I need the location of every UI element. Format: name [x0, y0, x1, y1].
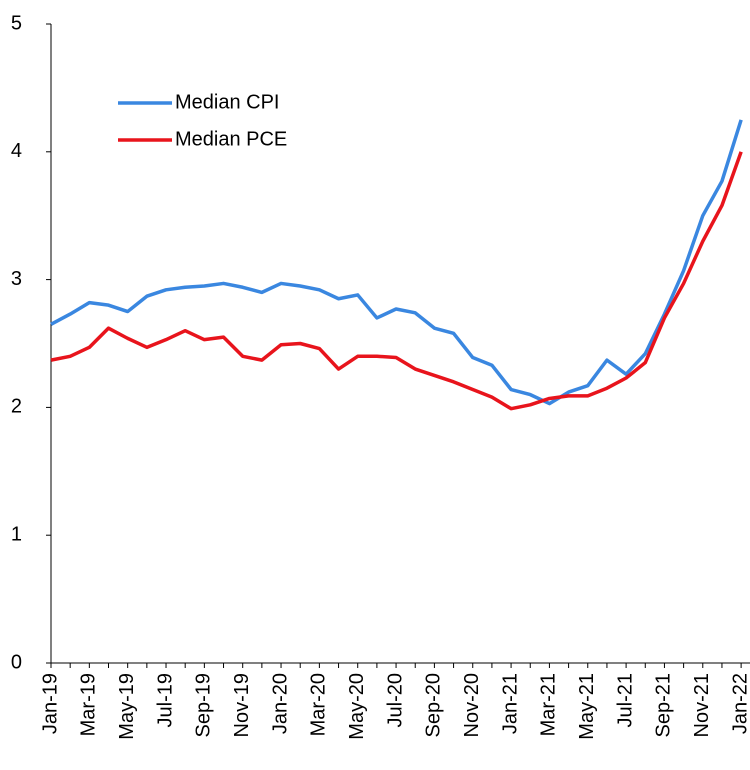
y-tick-label: 3	[11, 268, 22, 290]
legend-label: Median PCE	[175, 128, 287, 150]
x-tick-label: Jul-19	[154, 673, 176, 727]
x-tick-label: Mar-20	[308, 673, 330, 736]
y-tick-label: 4	[11, 140, 22, 162]
y-tick-label: 5	[11, 12, 22, 34]
x-tick-label: Nov-20	[461, 673, 483, 737]
y-tick-label: 1	[11, 523, 22, 545]
x-tick-label: Mar-19	[78, 673, 100, 736]
x-tick-label: Sep-20	[423, 673, 445, 738]
legend-label: Median CPI	[175, 91, 280, 113]
x-tick-label: Mar-21	[538, 673, 560, 736]
x-tick-label: May-20	[346, 673, 368, 740]
x-tick-label: Sep-19	[193, 673, 215, 738]
x-tick-label: Jan-19	[39, 673, 61, 734]
x-tick-label: Nov-21	[691, 673, 713, 737]
y-tick-label: 0	[11, 651, 22, 673]
series-line	[50, 119, 743, 406]
x-tick-label: Jan-22	[729, 673, 750, 734]
x-tick-label: Sep-21	[653, 673, 675, 738]
x-tick-label: Jul-20	[384, 673, 406, 727]
y-tick-label: 2	[11, 396, 22, 418]
x-tick-label: Jan-20	[269, 673, 291, 734]
x-tick-label: Nov-19	[231, 673, 253, 737]
x-tick-label: May-21	[576, 673, 598, 740]
x-tick-label: Jul-21	[614, 673, 636, 727]
series-line	[50, 151, 743, 411]
x-tick-label: May-19	[116, 673, 138, 740]
x-tick-label: Jan-21	[499, 673, 521, 734]
